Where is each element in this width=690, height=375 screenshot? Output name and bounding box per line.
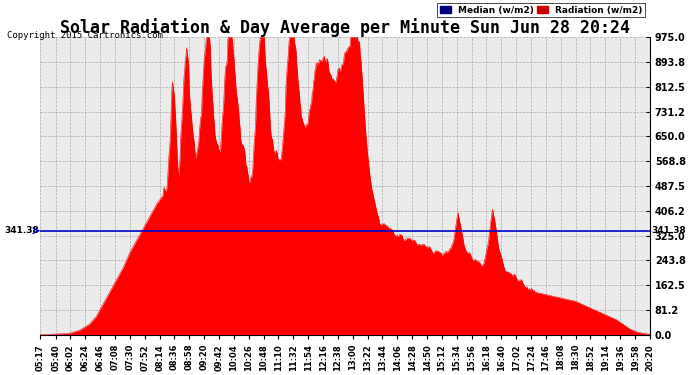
Title: Solar Radiation & Day Average per Minute Sun Jun 28 20:24: Solar Radiation & Day Average per Minute… [60, 18, 630, 37]
Text: 341.38: 341.38 [651, 226, 686, 235]
Text: 341.38: 341.38 [4, 226, 39, 235]
Text: Copyright 2015 Cartronics.com: Copyright 2015 Cartronics.com [7, 30, 163, 39]
Legend: Median (w/m2), Radiation (w/m2): Median (w/m2), Radiation (w/m2) [437, 3, 645, 17]
